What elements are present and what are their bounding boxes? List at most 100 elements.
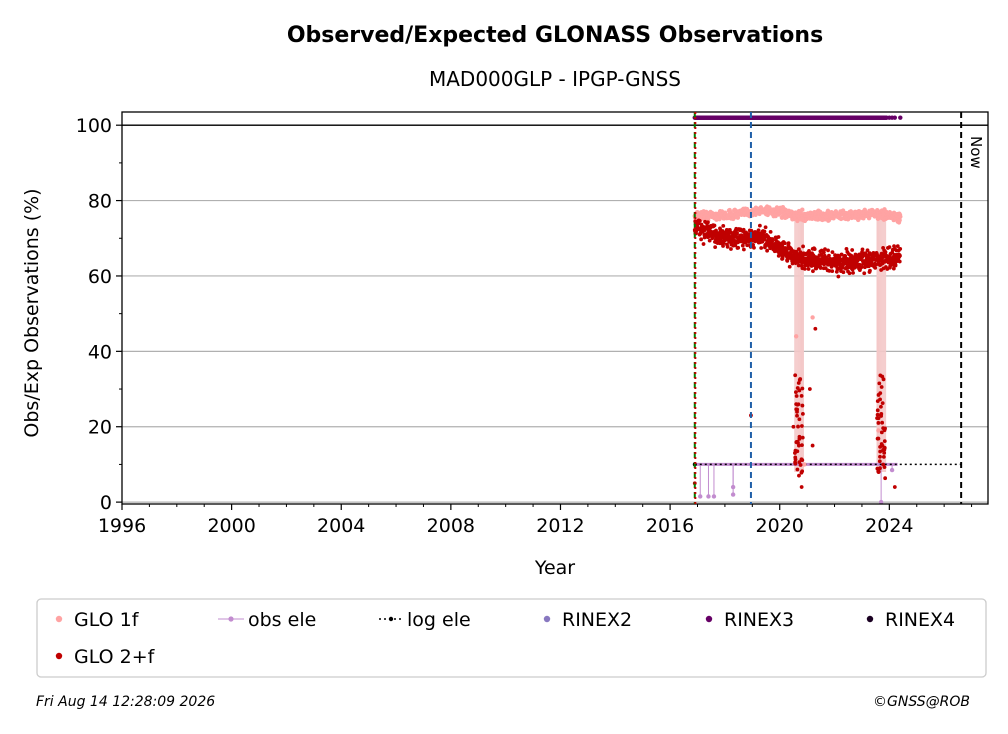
glo2f-point bbox=[795, 407, 800, 412]
timestamp-footer: Fri Aug 14 12:28:09 2026 bbox=[36, 694, 216, 710]
glo2f-point bbox=[843, 253, 848, 258]
rinex3-point bbox=[892, 115, 898, 120]
glo1f-point bbox=[897, 218, 902, 223]
glo2f-point bbox=[787, 264, 792, 269]
glo2f-point bbox=[736, 245, 741, 250]
legend-label: GLO 1f bbox=[74, 609, 140, 631]
legend-label: RINEX4 bbox=[885, 609, 955, 631]
glo2f-point bbox=[860, 247, 865, 252]
glo2f-point bbox=[800, 386, 805, 391]
chart-subtitle: MAD000GLP - IPGP-GNSS bbox=[429, 67, 681, 91]
glo2f-point bbox=[796, 263, 801, 268]
glo2f-point bbox=[710, 236, 715, 241]
glo2f-point bbox=[865, 248, 870, 253]
glo2f-point bbox=[799, 424, 804, 428]
legend-label: RINEX2 bbox=[562, 609, 632, 631]
glo2f-point bbox=[797, 473, 801, 478]
glo2f-point bbox=[882, 428, 887, 433]
data-points bbox=[692, 115, 961, 505]
glo2f-point bbox=[839, 252, 844, 257]
glo2f-point bbox=[878, 449, 883, 454]
glo2f-point bbox=[725, 244, 730, 249]
legend-label: GLO 2+f bbox=[74, 646, 156, 668]
legend-box bbox=[36, 598, 987, 678]
legend-swatch bbox=[228, 616, 234, 622]
glo2f-point bbox=[880, 420, 885, 425]
glo2f-point bbox=[752, 245, 756, 250]
glo2f-point bbox=[768, 229, 773, 234]
glo2f-point bbox=[877, 459, 882, 464]
rinex3-point bbox=[898, 115, 903, 120]
glo2f-point bbox=[797, 443, 801, 448]
x-tick-label: 2024 bbox=[865, 515, 913, 537]
glo2f-point bbox=[756, 228, 761, 233]
x-axis-label: Year bbox=[534, 557, 575, 579]
glo2f-point bbox=[796, 381, 801, 385]
glo2f-point bbox=[855, 258, 860, 263]
glo2f-point bbox=[794, 402, 799, 407]
glo2f-point bbox=[849, 253, 854, 258]
now-label: Now bbox=[967, 136, 985, 169]
glo2f-point bbox=[714, 228, 718, 233]
glo2f-point bbox=[762, 229, 767, 234]
glo2f-point bbox=[878, 444, 883, 449]
glo2f-point bbox=[798, 377, 803, 381]
glo2f-point bbox=[859, 265, 864, 269]
glo2f-point bbox=[801, 244, 805, 249]
glo2f-point bbox=[882, 439, 887, 444]
obs-ele-point bbox=[878, 499, 884, 505]
glo2f-point bbox=[794, 394, 799, 398]
glo2f-point bbox=[793, 460, 797, 465]
glo2f-point bbox=[862, 271, 867, 276]
glo2f-point bbox=[729, 247, 733, 251]
glo1f-point bbox=[810, 315, 815, 320]
glo1f-point bbox=[802, 462, 807, 467]
y-tick-label: 20 bbox=[88, 417, 112, 439]
glo2f-point bbox=[851, 270, 855, 275]
glo2f-point bbox=[797, 436, 802, 441]
glo2f-point bbox=[795, 386, 800, 390]
glo2f-point bbox=[699, 237, 704, 242]
glo2f-point bbox=[701, 242, 706, 246]
legend-swatch bbox=[388, 616, 394, 622]
glo2f-point bbox=[895, 244, 900, 249]
glo2f-point bbox=[879, 442, 884, 446]
obs-ele-point bbox=[698, 494, 703, 499]
legend-label: RINEX3 bbox=[724, 609, 794, 631]
glo2f-point bbox=[797, 460, 802, 465]
glo2f-point bbox=[759, 246, 764, 250]
glo2f-point bbox=[721, 223, 726, 228]
glo2f-point bbox=[827, 253, 831, 258]
glo2f-point bbox=[880, 401, 885, 405]
glo2f-point bbox=[797, 247, 801, 252]
x-tick-label: 2020 bbox=[756, 515, 804, 537]
glo2f-point bbox=[892, 485, 897, 489]
glo2f-point bbox=[876, 421, 881, 425]
glo2f-point bbox=[741, 227, 746, 232]
glo2f-point bbox=[798, 463, 803, 467]
glo2f-point bbox=[823, 247, 827, 252]
glo2f-point bbox=[879, 404, 883, 409]
glo2f-point bbox=[827, 268, 832, 273]
credit-footer: ©GNSS@ROB bbox=[873, 694, 970, 710]
glo2f-point bbox=[879, 414, 884, 418]
glo2f-point bbox=[897, 259, 902, 264]
y-axis-label: Obs/Exp Observations (%) bbox=[21, 188, 43, 437]
glo2f-point bbox=[878, 466, 882, 471]
glo2f-point bbox=[821, 250, 826, 255]
glo2f-point bbox=[784, 249, 789, 254]
y-axis: 0 20 40 60 80 100 bbox=[76, 115, 122, 514]
glo2f-point bbox=[882, 450, 887, 455]
glo2f-point bbox=[882, 445, 887, 450]
glo1f-point bbox=[876, 428, 881, 433]
glo2f-point bbox=[799, 457, 804, 462]
x-tick-label: 2004 bbox=[317, 515, 365, 537]
glo2f-point bbox=[844, 246, 849, 251]
glo2f-point bbox=[799, 485, 804, 489]
glo2f-point bbox=[898, 253, 902, 258]
glo2f-point bbox=[879, 430, 884, 435]
glo2f-point bbox=[877, 381, 882, 386]
glo2f-point bbox=[799, 393, 804, 398]
obs-ele-point bbox=[711, 494, 717, 499]
